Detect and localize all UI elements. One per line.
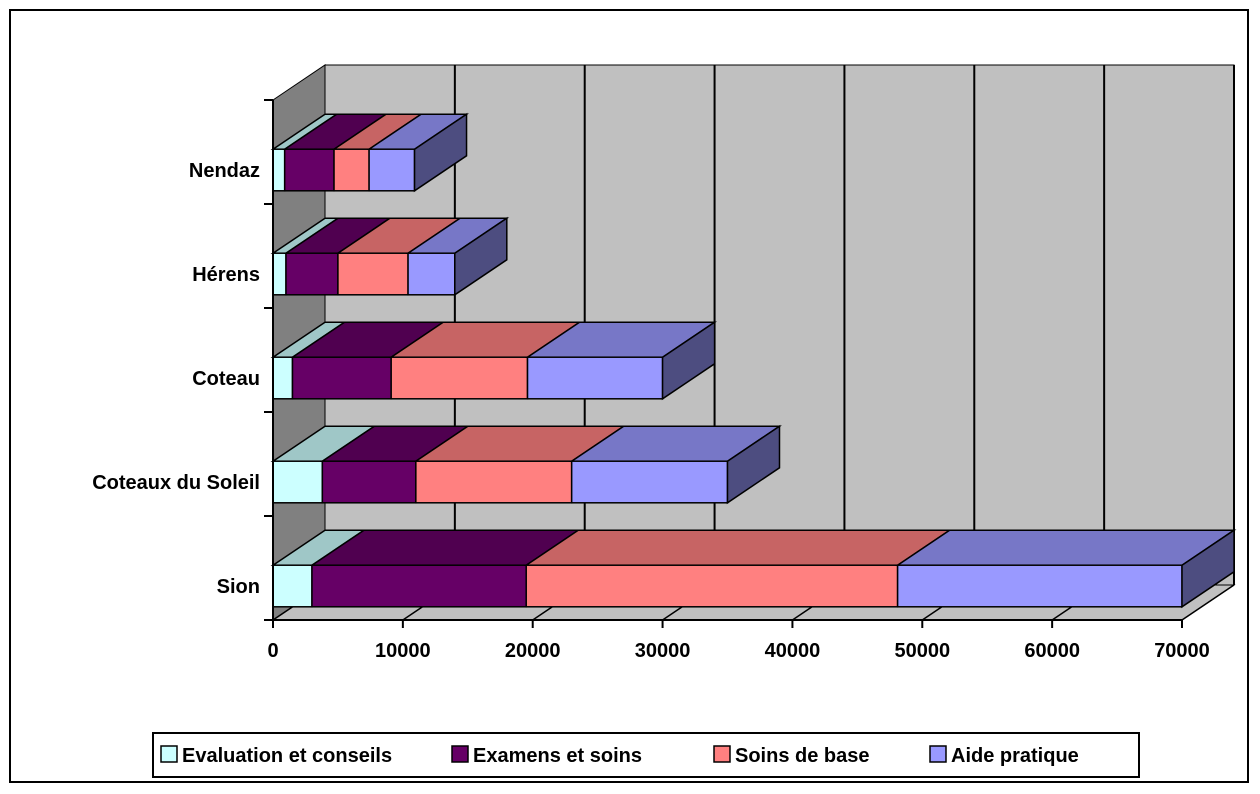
floor-gridline — [1181, 584, 1235, 621]
x-tick-label: 60000 — [1024, 640, 1080, 662]
x-tick-label: 50000 — [894, 640, 950, 662]
x-tick-label: 40000 — [765, 640, 821, 662]
bar-sion-2 — [525, 564, 899, 608]
x-tick-label: 10000 — [375, 640, 431, 662]
bar-coteaux-du-soleil-1 — [321, 460, 417, 504]
bar-end-coteau — [661, 320, 716, 401]
bar-hérens-1 — [285, 252, 339, 296]
bar-nendaz-1 — [283, 148, 335, 192]
bar-sion-3 — [896, 564, 1183, 608]
chart-labels: Nendaz Hérens Coteau Coteaux du Soleil Sion 0… — [92, 160, 1210, 662]
bar-nendaz-2 — [333, 148, 370, 192]
x-tick-label: 20000 — [505, 640, 561, 662]
bar-sion-0 — [272, 564, 313, 608]
bar-end-nendaz — [413, 112, 468, 193]
bar-sion-1 — [311, 564, 527, 608]
legend-swatch — [929, 745, 947, 763]
chart-bars — [270, 112, 1237, 609]
x-tick-label: 30000 — [635, 640, 691, 662]
legend-entry-label: Soins de base — [735, 745, 870, 767]
bar-coteaux-du-soleil-3 — [570, 460, 729, 504]
bar-coteau-1 — [291, 356, 392, 400]
bar-coteau-3 — [526, 356, 664, 400]
legend-swatch — [160, 745, 178, 763]
bar-coteau-0 — [272, 356, 294, 400]
category-label: Nendaz — [189, 160, 260, 182]
legend-entry-label: Examens et soins — [473, 745, 642, 767]
legend-swatch — [451, 745, 469, 763]
bar-nendaz-0 — [272, 148, 286, 192]
bar-hérens-3 — [407, 252, 456, 296]
chart-axes — [264, 99, 1183, 628]
bar-hérens-2 — [337, 252, 409, 296]
bar-top-sion-3 — [895, 529, 1237, 566]
x-tick-label: 0 — [267, 640, 278, 662]
bar-nendaz-3 — [368, 148, 416, 192]
legend-entry-label: Evaluation et conseils — [182, 745, 392, 767]
bar-hérens-0 — [272, 252, 287, 296]
bar-coteaux-du-soleil-2 — [415, 460, 573, 504]
category-label: Coteau — [192, 368, 260, 390]
bar-end-hérens — [454, 216, 508, 297]
x-tick-label: 70000 — [1154, 640, 1210, 662]
bar-coteaux-du-soleil-0 — [272, 460, 324, 504]
bar-top-sion-2 — [523, 529, 953, 566]
category-label: Hérens — [192, 264, 260, 286]
category-label: Sion — [217, 576, 260, 598]
category-label: Coteaux du Soleil — [92, 472, 260, 494]
legend-box — [152, 732, 1140, 778]
legend-swatch — [713, 745, 731, 763]
bar-end-coteaux-du-soleil — [726, 424, 781, 505]
bar-end-sion — [1181, 528, 1235, 609]
legend-entry-label: Aide pratique — [951, 745, 1079, 767]
bar-coteau-2 — [390, 356, 529, 400]
chart-legend: Evaluation et conseils Examens et soins So… — [152, 732, 1140, 778]
